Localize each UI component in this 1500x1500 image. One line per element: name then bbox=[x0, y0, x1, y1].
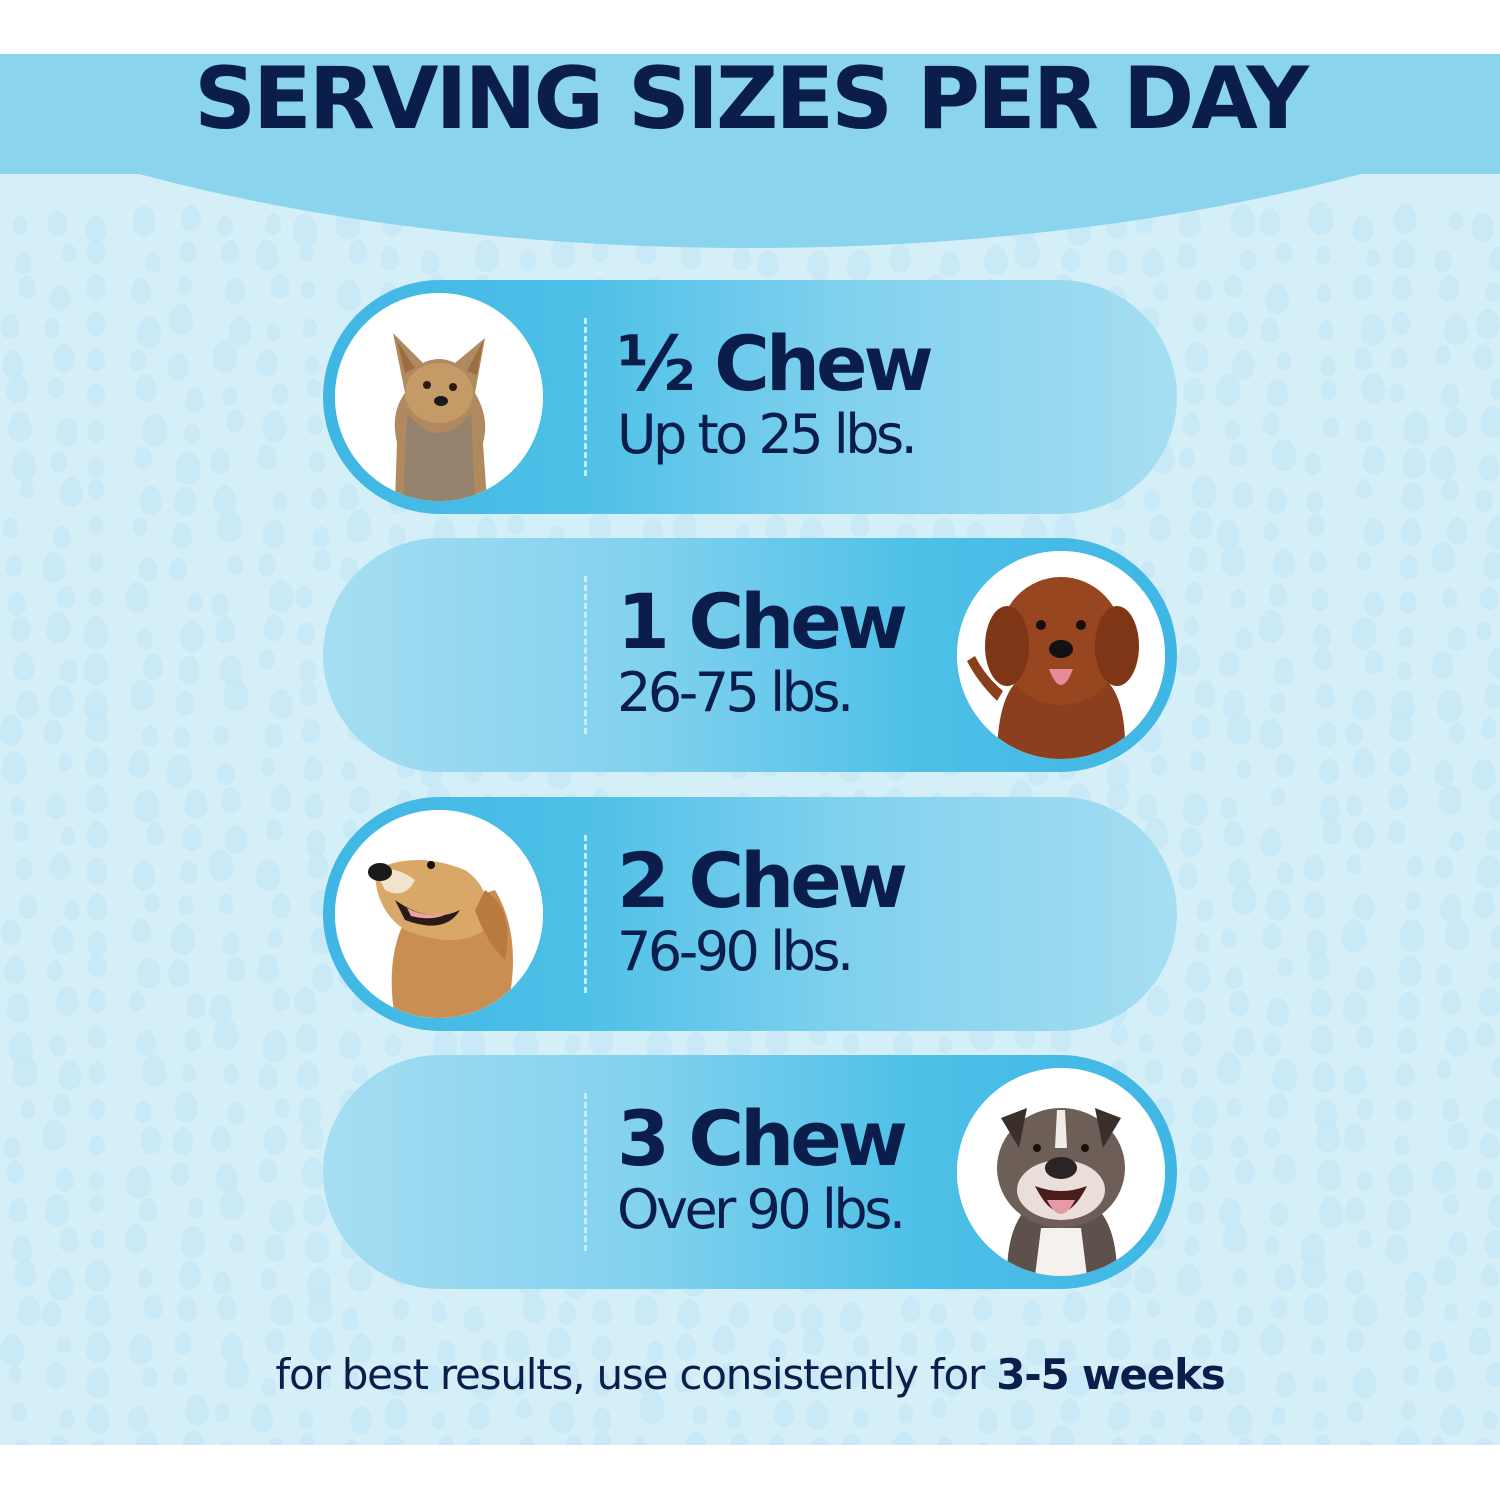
pit-bull-photo bbox=[957, 1068, 1165, 1276]
serving-label: 1 Chew 26-75 lbs. bbox=[617, 577, 908, 724]
serving-row-two-chew: 2 Chew 76-90 lbs. bbox=[323, 797, 1177, 1031]
serving-row-one-chew: 1 Chew 26-75 lbs. bbox=[323, 538, 1177, 772]
dashed-divider bbox=[584, 576, 587, 734]
golden-retriever-photo bbox=[335, 810, 543, 1018]
serving-label: 2 Chew 76-90 lbs. bbox=[617, 836, 908, 983]
weight-range: Up to 25 lbs. bbox=[617, 403, 918, 466]
serving-amount: 1 Chew bbox=[617, 577, 908, 666]
usage-note-duration: 3-5 weeks bbox=[996, 1350, 1226, 1399]
dashed-divider bbox=[584, 1093, 587, 1251]
usage-note-text: for best results, use consistently for bbox=[275, 1350, 997, 1399]
weight-range: Over 90 lbs. bbox=[617, 1178, 906, 1241]
serving-amount: 3 Chew bbox=[617, 1094, 908, 1183]
serving-label: ½ Chew Up to 25 lbs. bbox=[617, 319, 934, 466]
labradoodle-photo bbox=[957, 551, 1165, 759]
serving-row-half-chew: ½ Chew Up to 25 lbs. bbox=[323, 280, 1177, 514]
infographic-background: SERVING SIZES PER DAY ½ Chew Up to 25 lb… bbox=[0, 54, 1500, 1445]
header-band-top bbox=[0, 54, 1500, 174]
weight-range: 26-75 lbs. bbox=[617, 661, 854, 724]
yorkshire-terrier-photo bbox=[335, 293, 543, 501]
page-title: SERVING SIZES PER DAY bbox=[194, 54, 1309, 149]
weight-range: 76-90 lbs. bbox=[617, 920, 854, 983]
serving-row-three-chew: 3 Chew Over 90 lbs. bbox=[323, 1055, 1177, 1289]
serving-amount: ½ Chew bbox=[617, 319, 934, 408]
dashed-divider bbox=[584, 318, 587, 476]
serving-label: 3 Chew Over 90 lbs. bbox=[617, 1094, 908, 1241]
serving-amount: 2 Chew bbox=[617, 836, 908, 925]
usage-note: for best results, use consistently for 3… bbox=[0, 1349, 1500, 1401]
dashed-divider bbox=[584, 835, 587, 993]
